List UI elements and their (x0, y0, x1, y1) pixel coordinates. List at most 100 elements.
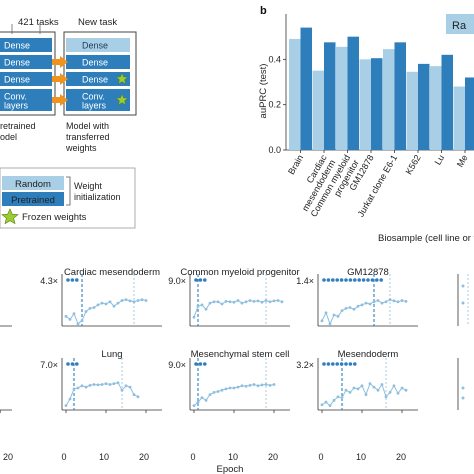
validation-point (80, 384, 84, 388)
validation-point (276, 299, 280, 302)
validation-point (116, 381, 120, 385)
epoch-tick-label: 10 (99, 452, 109, 462)
bar-pretrained (465, 77, 474, 150)
curve-panel-title: GM12878 (347, 267, 389, 278)
validation-point (208, 301, 212, 305)
training-curve-panel: Mesenchymal stem cell 9.0× (168, 349, 290, 413)
validation-point (376, 299, 380, 302)
transfer-model-bracket (63, 31, 137, 116)
training-curve-panel: 6.5× (0, 409, 12, 413)
training-curve-panel: 2.0× (0, 325, 12, 327)
validation-point (380, 301, 384, 305)
epoch-tick-label: 0 (61, 452, 66, 462)
bar-pretrained (441, 54, 453, 150)
bar-pretrained (347, 36, 359, 150)
frozen-epoch-dot (75, 362, 79, 366)
x-axis-title: Biosample (cell line or tis (378, 233, 474, 244)
transfer-arrow (52, 73, 68, 85)
curve-panel-title: Cardiac mesendoderm (64, 267, 160, 278)
frozen-epoch-dot (203, 278, 207, 282)
legend-brace (66, 176, 71, 206)
bar-random (336, 46, 348, 150)
validation-point (340, 396, 344, 400)
pretrained-layer-label: Conv. (4, 92, 27, 102)
frozen-epoch-dot (348, 278, 353, 282)
x-tick-label: Me (455, 153, 470, 169)
validation-point (116, 301, 120, 305)
frozen-epoch-dot (198, 362, 203, 366)
validation-point (132, 300, 136, 304)
epoch-tick-label: 20 (139, 452, 149, 462)
validation-point (96, 303, 100, 307)
frozen-star-icon (1, 208, 19, 225)
validation-point (368, 382, 372, 385)
validation-point (144, 299, 148, 302)
transfer-layer (66, 72, 130, 86)
validation-point (216, 390, 220, 393)
curve-panel-title: Common myeloid progenitor (180, 267, 299, 278)
validation-trace (321, 382, 407, 407)
validation-point (256, 384, 260, 388)
validation-point (404, 299, 408, 303)
validation-point (236, 385, 240, 389)
validation-point (88, 383, 92, 387)
new-task-label: New task (78, 17, 117, 28)
validation-point (128, 299, 132, 303)
frozen-epoch-dot (198, 278, 203, 282)
frozen-epoch-dot (66, 362, 70, 366)
frozen-epoch-dot (194, 278, 198, 282)
validation-point (112, 304, 116, 308)
validation-point (204, 398, 208, 402)
pretrained-layer (0, 89, 52, 111)
panel-b-letter: b (260, 5, 267, 17)
validation-point (212, 300, 216, 304)
validation-point (332, 398, 336, 402)
epoch-tick-label: 20 (396, 452, 406, 462)
frozen-epoch-dot (75, 278, 79, 282)
validation-point (376, 388, 380, 392)
bar-random (312, 70, 324, 150)
validation-point (360, 303, 364, 307)
validation-point (88, 307, 92, 310)
source-task-count: 421 tasks (18, 17, 59, 28)
validation-point (120, 299, 124, 302)
validation-point (76, 386, 80, 390)
validation-point (84, 385, 88, 389)
validation-point (220, 302, 224, 306)
frozen-star-icon (115, 72, 129, 85)
validation-point (332, 313, 336, 317)
validation-point (268, 383, 272, 387)
validation-point (228, 386, 232, 390)
validation-point (140, 298, 144, 301)
bar-random (453, 86, 465, 150)
source-count-tick (11, 24, 41, 34)
validation-point (104, 382, 108, 385)
frozen-epoch-dot (70, 362, 75, 366)
validation-point (384, 395, 388, 399)
validation-point (264, 299, 268, 302)
validation-point (72, 387, 76, 391)
validation-point (96, 383, 100, 387)
frozen-epoch-dot (322, 278, 326, 282)
y-tick-label: 0.2 (268, 100, 281, 110)
epoch-tick-label: 20 (3, 452, 13, 462)
frozen-epoch-dot (322, 362, 326, 366)
validation-point (252, 383, 256, 386)
bar-pretrained (394, 42, 406, 151)
fold-change-label: 1.4× (296, 276, 314, 286)
validation-point (136, 299, 140, 302)
legend-random-swatch-b (446, 14, 474, 34)
validation-point (461, 301, 465, 305)
validation-point (260, 383, 264, 387)
validation-point (260, 300, 264, 304)
validation-point (108, 383, 112, 386)
validation-point (336, 395, 340, 399)
bar-pretrained (300, 27, 312, 151)
transfer-layer-label: Dense (82, 75, 108, 85)
validation-point (364, 301, 368, 305)
curve-panel-title: Mesenchymal stem cell (191, 349, 290, 360)
validation-point (240, 301, 244, 305)
y-tick-label: 0.0 (268, 145, 281, 155)
frozen-epoch-dot (331, 362, 335, 366)
transfer-layer (66, 89, 130, 111)
